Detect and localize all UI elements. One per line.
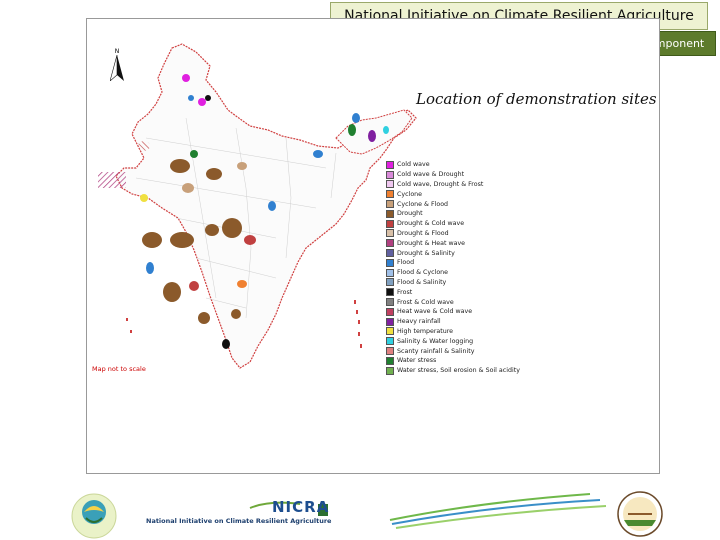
legend-item: Cold wave & Drought (386, 170, 520, 180)
footer-org-name: National Initiative on Climate Resilient… (146, 517, 332, 525)
left-logo-icon (71, 493, 117, 539)
legend-label: Frost & Cold wave (397, 298, 454, 306)
legend-swatch (386, 229, 394, 238)
legend-swatch (386, 347, 394, 356)
north-arrow-icon (109, 54, 124, 82)
legend-swatch (386, 160, 394, 169)
legend-swatch (386, 327, 394, 336)
legend-label: Water stress (397, 357, 437, 365)
legend-item: High temperature (386, 327, 520, 337)
map-title: Location of demonstration sites (416, 90, 657, 108)
legend-item: Heavy rainfall (386, 317, 520, 327)
legend-swatch (386, 200, 394, 209)
legend-label: Drought & Salinity (397, 249, 455, 257)
north-label: N (114, 48, 120, 55)
legend-item: Cold wave (386, 160, 520, 170)
legend-item: Drought & Flood (386, 229, 520, 239)
legend-label: Drought & Cold wave (397, 220, 465, 228)
legend-label: Cold wave, Drought & Frost (397, 180, 484, 188)
legend-label: High temperature (397, 327, 454, 335)
india-map (98, 43, 417, 369)
legend-item: Flood (386, 258, 520, 268)
legend-label: Scanty rainfall & Salinity (397, 347, 475, 355)
lakshadweep-islands (126, 318, 132, 333)
legend-item: Flood & Salinity (386, 278, 520, 288)
legend-item: Drought & Salinity (386, 248, 520, 258)
legend-label: Cold wave (397, 161, 430, 169)
legend-label: Frost (397, 288, 413, 296)
legend-swatch (386, 190, 394, 199)
legend-swatch (386, 180, 394, 189)
legend-label: Cold wave & Drought (397, 171, 465, 179)
legend-item: Water stress, Soil erosion & Soil acidit… (386, 366, 520, 376)
legend-swatch (386, 337, 394, 346)
legend-item: Frost (386, 287, 520, 297)
legend: Cold wave Cold wave & Drought Cold wave, D… (386, 160, 520, 376)
nicra-logo-text: NICRA (272, 498, 330, 516)
district-lines (135, 117, 337, 319)
legend-swatch (386, 268, 394, 277)
legend-item: Cyclone (386, 189, 520, 199)
legend-label: Cyclone (397, 190, 423, 198)
legend-swatch (386, 288, 394, 297)
legend-swatch (386, 366, 394, 375)
footer-banner (71, 491, 663, 539)
legend-item: Heat wave & Cold wave (386, 307, 520, 317)
legend-swatch (386, 307, 394, 316)
legend-swatch (386, 317, 394, 326)
legend-swatch (386, 258, 394, 267)
footer-swoosh (389, 493, 607, 529)
legend-swatch (386, 219, 394, 228)
legend-swatch (386, 278, 394, 287)
hazard-patches (98, 74, 389, 349)
legend-item: Flood & Cyclone (386, 268, 520, 278)
legend-label: Heat wave & Cold wave (397, 308, 473, 316)
north-arrow: N (109, 48, 124, 86)
legend-label: Cyclone & Flood (397, 200, 449, 208)
legend-swatch (386, 170, 394, 179)
legend-item: Drought & Cold wave (386, 219, 520, 229)
legend-label: Drought & Heat wave (397, 239, 466, 247)
legend-label: Salinity & Water logging (397, 337, 474, 345)
right-seal-icon (617, 491, 663, 537)
legend-label: Heavy rainfall (397, 318, 441, 326)
legend-label: Drought (397, 210, 423, 218)
legend-label: Flood & Salinity (397, 278, 447, 286)
legend-item: Drought & Heat wave (386, 238, 520, 248)
legend-swatch (386, 249, 394, 258)
legend-item: Drought (386, 209, 520, 219)
legend-item: Frost & Cold wave (386, 297, 520, 307)
legend-swatch (386, 356, 394, 365)
legend-label: Flood (397, 259, 415, 267)
legend-label: Flood & Cyclone (397, 269, 449, 277)
legend-label: Water stress, Soil erosion & Soil acidit… (397, 367, 520, 375)
legend-item: Cyclone & Flood (386, 199, 520, 209)
scale-note: Map not to scale (92, 365, 146, 373)
legend-swatch (386, 239, 394, 248)
legend-swatch (386, 209, 394, 218)
legend-swatch (386, 298, 394, 307)
legend-item: Water stress (386, 356, 520, 366)
nicra-logo (144, 501, 334, 526)
legend-label: Drought & Flood (397, 229, 449, 237)
legend-item: Cold wave, Drought & Frost (386, 180, 520, 190)
andaman-islands (354, 300, 362, 348)
legend-item: Scanty rainfall & Salinity (386, 346, 520, 356)
legend-item: Salinity & Water logging (386, 336, 520, 346)
india-outline (115, 43, 417, 369)
